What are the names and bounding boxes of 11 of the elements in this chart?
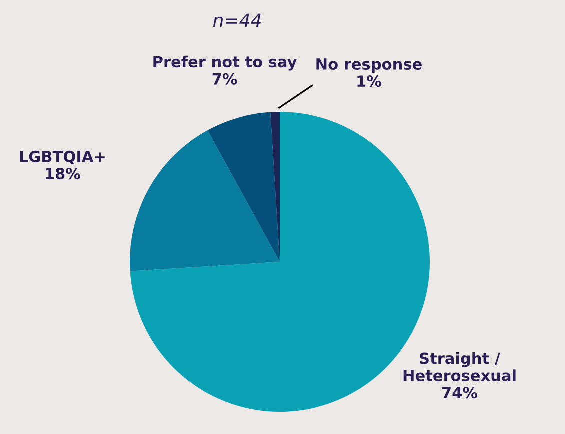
data-label: 74% bbox=[442, 387, 478, 399]
slice-label: Straight / Heterosexual bbox=[404, 352, 516, 382]
slice-label: LGBTQIA+ bbox=[20, 150, 105, 165]
slice-label: Prefer not to say bbox=[154, 56, 297, 71]
pie-slice bbox=[208, 112, 280, 262]
slice-label: No response bbox=[316, 58, 422, 73]
pie-slice bbox=[130, 130, 280, 272]
data-label: 1% bbox=[358, 76, 382, 88]
data-label: 18% bbox=[46, 168, 80, 180]
chart-subtitle: n=44 bbox=[213, 14, 261, 27]
data-label: 7% bbox=[212, 73, 238, 85]
